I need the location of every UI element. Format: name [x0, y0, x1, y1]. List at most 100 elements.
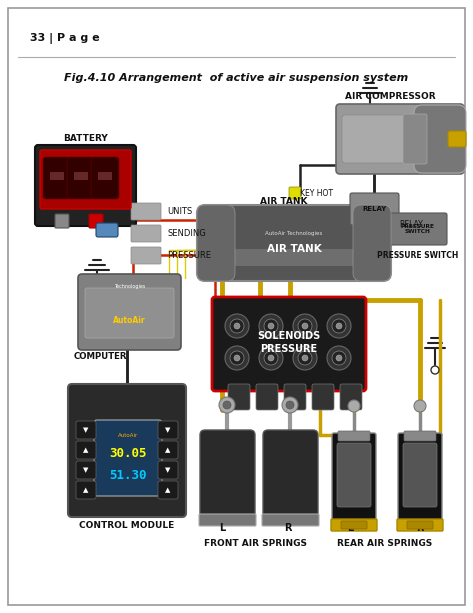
Text: PRESSURE
SWITCH: PRESSURE SWITCH	[401, 224, 435, 234]
Circle shape	[225, 314, 249, 338]
FancyBboxPatch shape	[262, 514, 319, 526]
FancyBboxPatch shape	[228, 384, 250, 410]
FancyBboxPatch shape	[289, 187, 301, 199]
FancyBboxPatch shape	[199, 514, 256, 526]
Circle shape	[230, 351, 244, 365]
FancyBboxPatch shape	[89, 214, 103, 228]
Circle shape	[327, 346, 351, 370]
FancyBboxPatch shape	[263, 430, 318, 525]
Text: FRONT AIR SPRINGS: FRONT AIR SPRINGS	[203, 539, 307, 549]
FancyBboxPatch shape	[131, 225, 161, 242]
FancyBboxPatch shape	[340, 384, 362, 410]
FancyBboxPatch shape	[200, 430, 255, 525]
FancyBboxPatch shape	[35, 145, 136, 226]
Text: AutoAir: AutoAir	[113, 316, 146, 324]
FancyBboxPatch shape	[78, 274, 181, 350]
Circle shape	[225, 346, 249, 370]
FancyBboxPatch shape	[131, 247, 161, 264]
FancyBboxPatch shape	[158, 461, 178, 479]
Circle shape	[282, 397, 298, 413]
FancyBboxPatch shape	[312, 384, 334, 410]
Circle shape	[259, 314, 283, 338]
Text: L: L	[347, 523, 353, 533]
Text: RELAY: RELAY	[362, 206, 386, 212]
FancyBboxPatch shape	[67, 157, 95, 199]
Text: ▼: ▼	[83, 427, 89, 433]
Text: 30.05: 30.05	[109, 446, 147, 460]
Circle shape	[293, 314, 317, 338]
Bar	[220, 249, 368, 266]
FancyBboxPatch shape	[414, 105, 466, 173]
FancyBboxPatch shape	[158, 441, 178, 459]
Text: Technologies: Technologies	[114, 283, 145, 289]
FancyBboxPatch shape	[350, 193, 399, 225]
Text: L: L	[219, 523, 225, 533]
FancyBboxPatch shape	[336, 104, 464, 174]
FancyBboxPatch shape	[337, 443, 371, 507]
Circle shape	[431, 366, 439, 374]
Circle shape	[268, 323, 274, 329]
Text: ▲: ▲	[165, 447, 171, 453]
FancyBboxPatch shape	[448, 131, 466, 147]
Circle shape	[327, 314, 351, 338]
Text: ▲: ▲	[83, 487, 89, 493]
FancyBboxPatch shape	[85, 288, 174, 338]
Circle shape	[336, 323, 342, 329]
Text: REAR AIR SPRINGS: REAR AIR SPRINGS	[337, 539, 433, 549]
FancyBboxPatch shape	[158, 421, 178, 439]
Text: R: R	[284, 523, 292, 533]
Circle shape	[230, 319, 244, 333]
Text: ▼: ▼	[83, 467, 89, 473]
FancyBboxPatch shape	[76, 481, 96, 499]
Text: PRESSURE: PRESSURE	[167, 251, 211, 259]
Text: AIR TANK: AIR TANK	[260, 197, 308, 205]
Text: AutoAir: AutoAir	[118, 433, 138, 438]
FancyBboxPatch shape	[96, 223, 118, 237]
Circle shape	[414, 400, 426, 412]
Text: KEY HOT: KEY HOT	[300, 189, 333, 197]
Text: ▼: ▼	[165, 427, 171, 433]
FancyBboxPatch shape	[76, 461, 96, 479]
Circle shape	[223, 401, 231, 409]
Text: AIR COMPRESSOR: AIR COMPRESSOR	[345, 91, 435, 101]
FancyBboxPatch shape	[131, 203, 161, 220]
FancyBboxPatch shape	[256, 384, 278, 410]
Circle shape	[264, 351, 278, 365]
FancyBboxPatch shape	[40, 150, 131, 209]
Text: AutoAir Technologies: AutoAir Technologies	[265, 230, 323, 235]
FancyBboxPatch shape	[342, 115, 413, 163]
Text: RELAY: RELAY	[399, 219, 423, 229]
Text: Fig.4.10 Arrangement  of active air suspension system: Fig.4.10 Arrangement of active air suspe…	[64, 73, 408, 83]
FancyBboxPatch shape	[91, 157, 119, 199]
FancyBboxPatch shape	[403, 443, 437, 507]
FancyBboxPatch shape	[404, 431, 436, 441]
FancyBboxPatch shape	[197, 205, 391, 281]
FancyBboxPatch shape	[403, 114, 427, 164]
Text: SOLENOIDS: SOLENOIDS	[257, 331, 321, 341]
FancyBboxPatch shape	[158, 481, 178, 499]
FancyBboxPatch shape	[55, 214, 69, 228]
Text: BATTERY: BATTERY	[63, 134, 108, 142]
Circle shape	[234, 323, 240, 329]
Text: AIR TANK: AIR TANK	[267, 244, 321, 254]
FancyBboxPatch shape	[212, 297, 366, 391]
Circle shape	[332, 351, 346, 365]
FancyBboxPatch shape	[407, 521, 433, 529]
Circle shape	[332, 319, 346, 333]
FancyBboxPatch shape	[76, 441, 96, 459]
Text: R: R	[416, 523, 424, 533]
Text: UNITS: UNITS	[167, 207, 192, 216]
Circle shape	[302, 323, 308, 329]
Bar	[74, 172, 88, 180]
Circle shape	[293, 346, 317, 370]
FancyBboxPatch shape	[332, 433, 376, 525]
Text: CONTROL MODULE: CONTROL MODULE	[79, 520, 175, 530]
FancyBboxPatch shape	[284, 384, 306, 410]
FancyBboxPatch shape	[76, 421, 96, 439]
FancyBboxPatch shape	[353, 205, 391, 281]
Circle shape	[268, 355, 274, 361]
Text: ▼: ▼	[165, 467, 171, 473]
Text: ▲: ▲	[165, 487, 171, 493]
FancyBboxPatch shape	[197, 205, 235, 281]
Text: SENDING: SENDING	[167, 229, 206, 237]
